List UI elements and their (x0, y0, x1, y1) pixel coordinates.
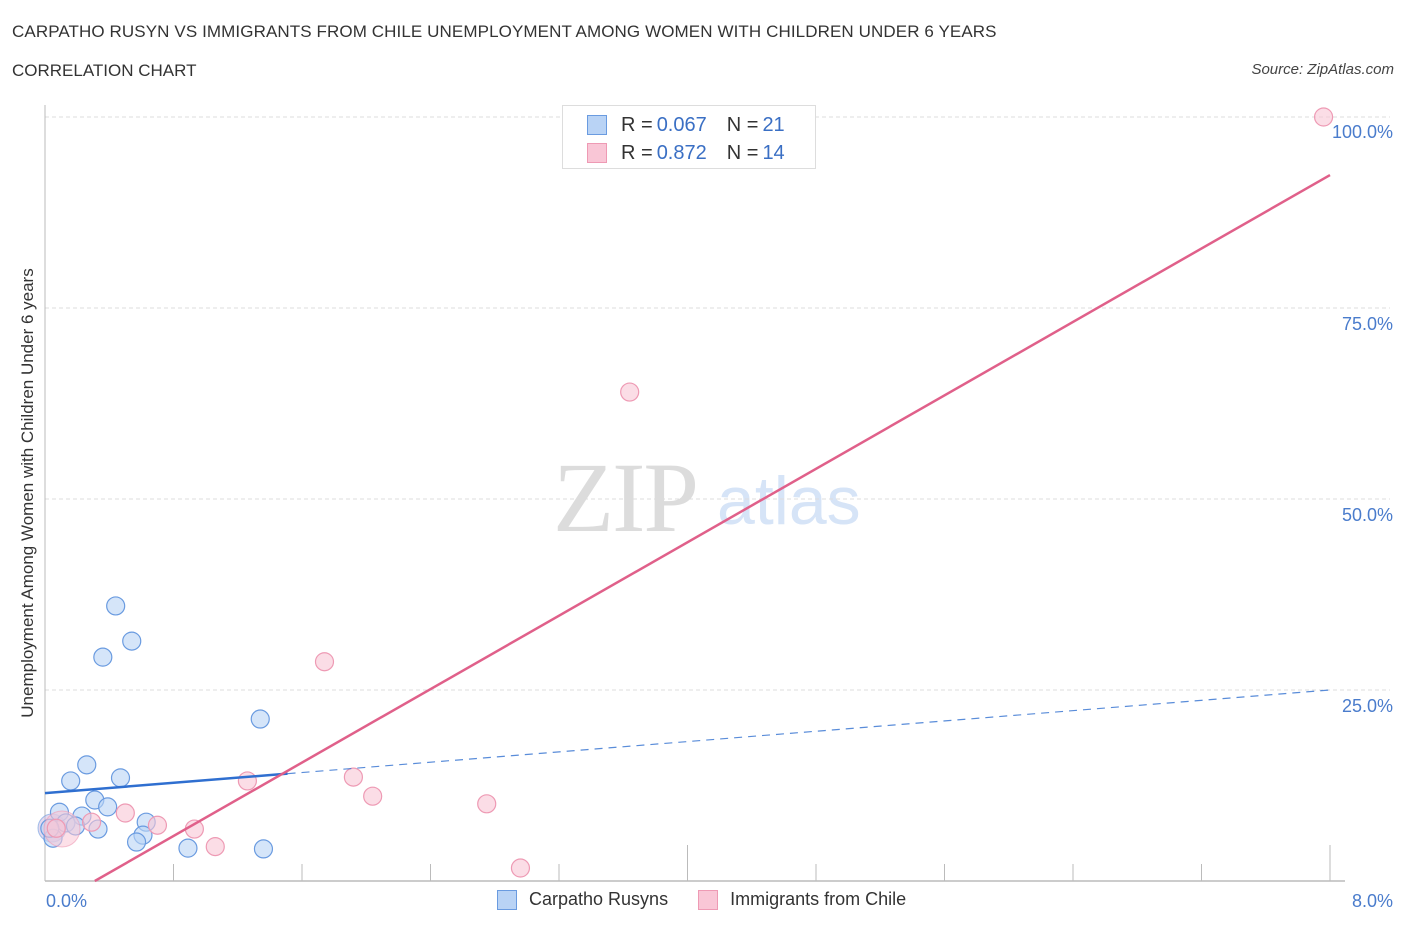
gridlines (45, 116, 1390, 691)
data-point (343, 767, 363, 787)
trendline-carpatho-rusyns-extension (287, 689, 1331, 775)
series-immigrants-from-chile-points (43, 107, 1334, 878)
data-point (477, 794, 497, 814)
y-tick-50: 50.0% (1341, 505, 1393, 525)
r-value: 0.067 (656, 113, 707, 136)
y-tick-100: 100.0% (1331, 122, 1393, 142)
trendline-immigrants-from-chile (94, 173, 1331, 883)
data-point (126, 832, 147, 852)
data-point (110, 768, 131, 788)
data-point (253, 839, 274, 859)
x-tick-min: 0.0% (46, 891, 88, 911)
chart-subtitle: CORRELATION CHART (12, 61, 197, 80)
data-point (250, 709, 270, 729)
axes (44, 105, 1345, 882)
data-point (178, 838, 198, 858)
n-value: 14 (762, 141, 785, 164)
data-point (77, 755, 97, 775)
data-point (98, 797, 118, 817)
data-point (237, 771, 257, 791)
legend-item-carpatho-rusyns[interactable]: Carpatho Rusyns (497, 889, 668, 910)
data-point (122, 631, 142, 651)
watermark-zip: ZIP (553, 442, 699, 553)
series-legend: Carpatho Rusyns Immigrants from Chile (497, 889, 936, 910)
r-value: 0.872 (656, 141, 707, 164)
data-point (81, 812, 102, 832)
data-point (106, 596, 126, 616)
data-point (93, 647, 113, 667)
r-label: R = (621, 113, 653, 136)
data-point (363, 786, 383, 806)
data-point (115, 803, 135, 823)
data-point (620, 382, 640, 402)
data-point (205, 837, 225, 857)
y-tick-75: 75.0% (1341, 314, 1393, 334)
y-axis-label: Unemployment Among Women with Children U… (18, 268, 37, 718)
watermark-atlas: atlas (717, 463, 861, 539)
r-label: R = (621, 141, 653, 164)
data-point (147, 815, 168, 835)
legend-label: Carpatho Rusyns (529, 889, 669, 909)
correlation-legend: R = 0.067 N = 21 R = 0.872 N = 14 (562, 105, 816, 169)
n-value: 21 (762, 113, 785, 136)
legend-label: Immigrants from Chile (730, 889, 907, 909)
y-tick-25: 25.0% (1341, 696, 1393, 716)
trendlines (44, 173, 1331, 883)
blue-swatch-icon (587, 115, 607, 135)
data-point (510, 858, 531, 878)
n-label: N = (726, 141, 759, 164)
n-label: N = (726, 113, 759, 136)
legend-row-immigrants-from-chile: R = 0.872 N = 14 (587, 141, 785, 165)
pink-swatch-icon (698, 889, 719, 910)
legend-item-immigrants-from-chile[interactable]: Immigrants from Chile (698, 889, 906, 910)
pink-swatch-icon (587, 143, 607, 163)
trendline-carpatho-rusyns (44, 772, 288, 795)
x-tick-max: 8.0% (1351, 891, 1393, 911)
data-point (61, 771, 81, 791)
data-point (1313, 107, 1334, 127)
source-label: Source: ZipAtlas.com (1251, 61, 1394, 78)
data-point (314, 652, 335, 672)
blue-swatch-icon (497, 889, 517, 910)
data-point (46, 818, 66, 838)
chart-title: CARPATHO RUSYN VS IMMIGRANTS FROM CHILE … (12, 22, 997, 41)
legend-row-carpatho-rusyns: R = 0.067 N = 21 (587, 113, 785, 137)
